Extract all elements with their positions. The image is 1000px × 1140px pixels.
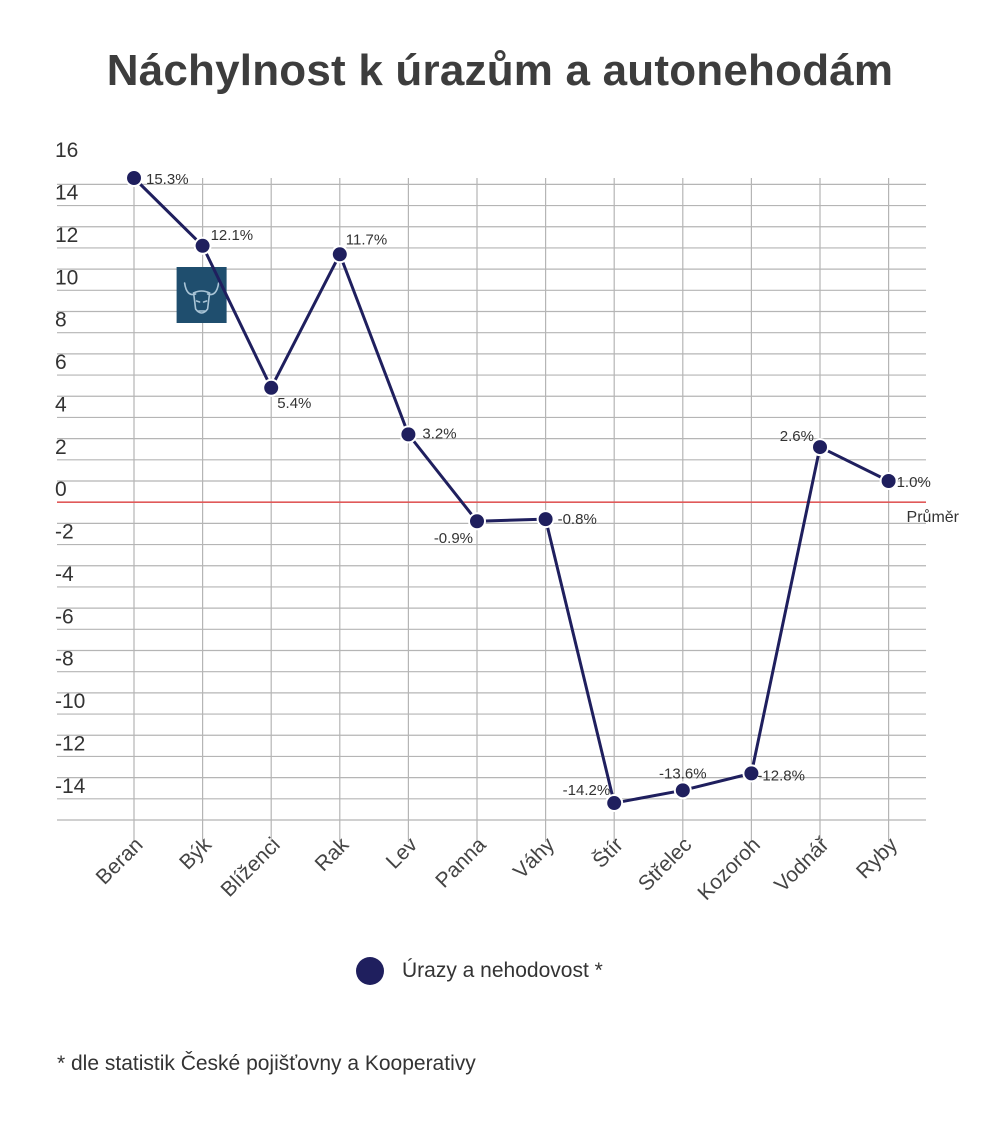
- data-label: -12.8%: [757, 767, 805, 784]
- data-point: [879, 471, 898, 490]
- x-tick-label: Beran: [92, 833, 148, 889]
- data-point: [262, 378, 281, 397]
- y-tick-label: 16: [55, 139, 78, 162]
- y-tick-label: 10: [55, 266, 78, 289]
- average-line: Průměr: [57, 501, 960, 526]
- x-axis-ticks: Beran Býk Blíženci Rak Lev Panna Váhy Štír Střel…: [92, 833, 903, 905]
- data-label: 15.3%: [146, 171, 189, 188]
- grid: [57, 178, 926, 842]
- y-tick-label: 12: [55, 224, 78, 247]
- data-label: 3.2%: [422, 425, 456, 442]
- y-tick-label: -4: [55, 563, 74, 586]
- bull-face: [195, 300, 208, 312]
- bull-icon: [176, 267, 227, 323]
- data-label: -0.8%: [558, 511, 597, 528]
- x-tick-label: Lev: [382, 833, 423, 874]
- chart-title: Náchylnost k úrazům a autonehodám: [106, 46, 894, 95]
- data-point: [193, 236, 212, 255]
- data-label: 5.4%: [277, 395, 311, 412]
- data-point: [742, 764, 761, 783]
- data-label: 1.0%: [897, 474, 931, 491]
- data-point: [536, 510, 555, 529]
- data-point: [125, 169, 143, 187]
- y-tick-label: 6: [55, 351, 67, 374]
- x-tick-label: Blíženci: [216, 833, 284, 901]
- y-tick-label: -10: [55, 690, 85, 713]
- data-point: [673, 781, 692, 800]
- legend-marker: [356, 957, 384, 985]
- average-label: Průměr: [907, 508, 960, 526]
- x-tick-label: Kozoroh: [693, 833, 765, 905]
- y-tick-label: 14: [55, 182, 79, 205]
- series-line: [132, 176, 890, 805]
- x-tick-label: Rak: [311, 833, 354, 876]
- x-tick-label: Panna: [431, 833, 490, 892]
- series-layer: 15.3% 12.1% 5.4% 11.7% 3.2% -0.9% -0.8% -14.2% -…: [125, 169, 931, 813]
- data-point: [468, 512, 486, 531]
- data-label: 11.7%: [346, 231, 387, 248]
- data-point: [399, 425, 418, 444]
- bull-icon-lines: [183, 282, 220, 314]
- x-tick-label: Štír: [588, 833, 627, 872]
- x-tick-label: Vodnář: [770, 833, 834, 897]
- y-tick-label: 8: [55, 309, 67, 332]
- y-tick-label: -6: [55, 605, 74, 628]
- bull-icon-bg: [176, 267, 227, 323]
- x-tick-label: Střelec: [634, 833, 696, 895]
- y-tick-label: -12: [55, 732, 85, 755]
- legend: Úrazy a nehodovost *: [356, 957, 603, 985]
- data-label: 12.1%: [211, 227, 254, 244]
- data-label: -14.2%: [563, 782, 611, 799]
- x-tick-label: Ryby: [852, 833, 902, 883]
- y-tick-label: -8: [55, 648, 74, 671]
- x-tick-label: Váhy: [509, 833, 559, 883]
- data-label: 2.6%: [780, 428, 814, 445]
- data-point: [330, 245, 349, 264]
- footnote: * dle statistik České pojišťovny a Koope…: [57, 1052, 476, 1075]
- x-tick-label: Býk: [175, 833, 216, 874]
- y-tick-label: -14: [55, 775, 86, 798]
- y-tick-label: -2: [55, 521, 74, 544]
- y-tick-label: 4: [55, 393, 67, 416]
- y-axis-ticks: 16 14 12 10 8 6 4 2 0 -2 -4 -6 -8 -10 -12 -14: [55, 139, 86, 798]
- data-label: -0.9%: [434, 530, 473, 547]
- data-label: -13.6%: [659, 765, 707, 782]
- y-tick-label: 0: [55, 478, 67, 501]
- data-point: [605, 794, 624, 813]
- y-tick-label: 2: [55, 436, 67, 459]
- legend-label: Úrazy a nehodovost *: [402, 959, 603, 982]
- data-point: [811, 438, 829, 457]
